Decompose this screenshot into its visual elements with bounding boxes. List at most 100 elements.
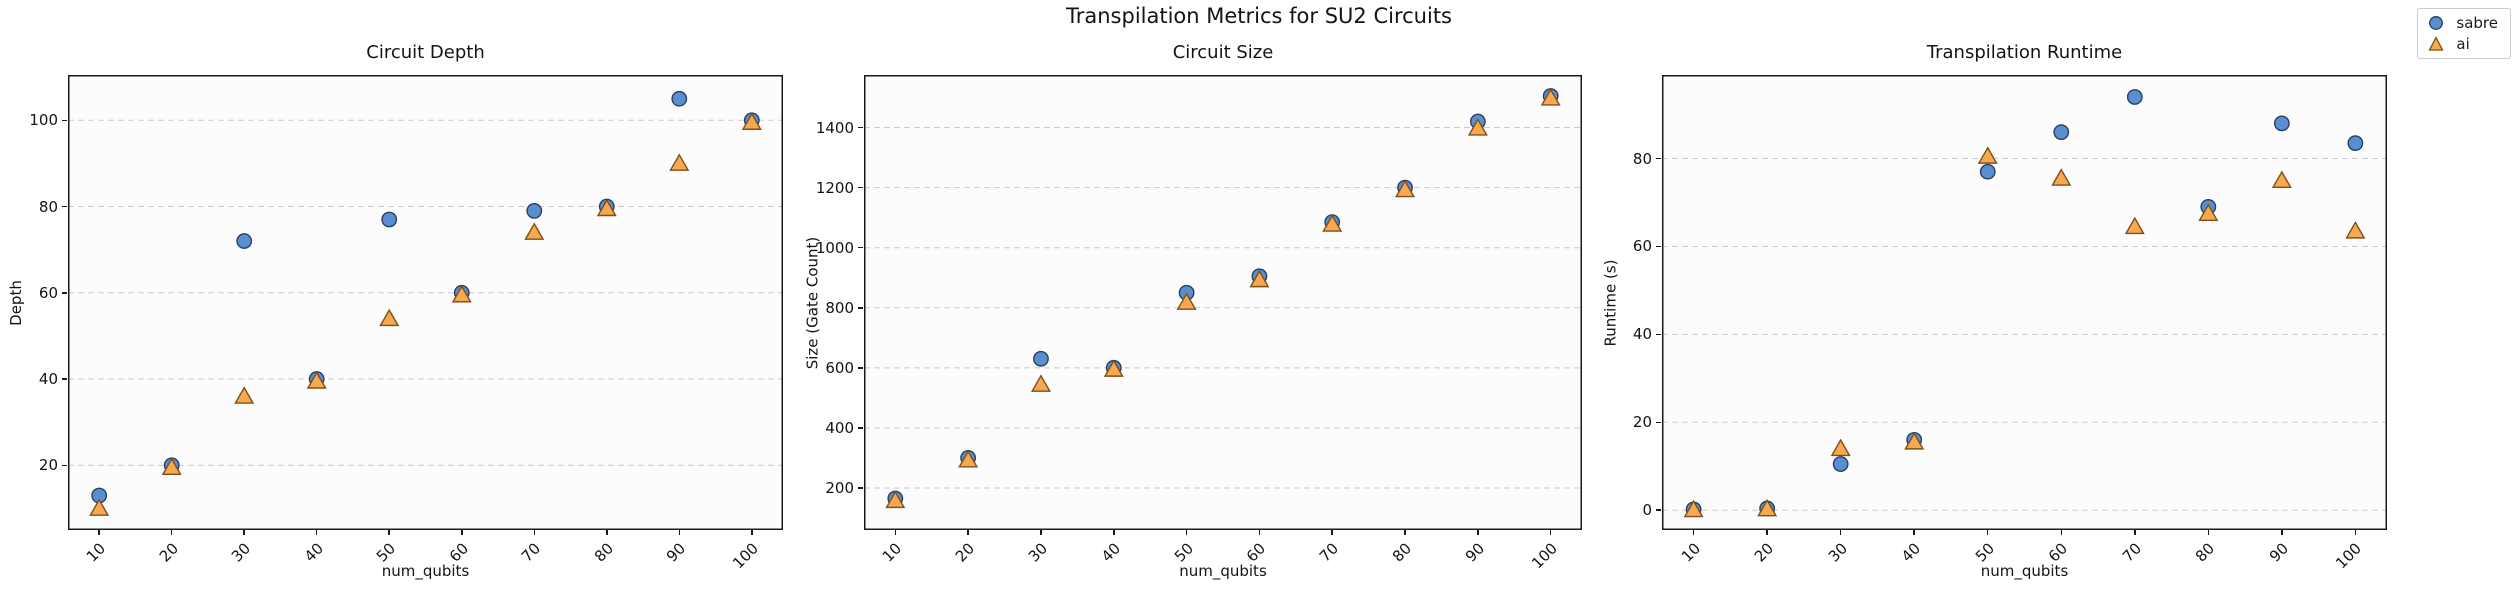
y-tick-label: 20 [1632,413,1652,432]
plot-background [864,75,1582,530]
x-tick-mark [1040,530,1042,535]
scatter-point-ai [2124,216,2145,235]
y-tick-label: 60 [38,283,58,302]
ai-triangle-marker-icon [2428,36,2444,51]
y-tick-mark [858,487,863,489]
x-tick-mark [1258,530,1261,535]
y-tick-mark [858,246,863,249]
scatter-point-sabre [2053,124,2070,141]
scatter-point-sabre [671,90,688,107]
figure-title: Transpilation Metrics for SU2 Circuits [1066,4,1452,28]
x-tick-mark [461,530,463,535]
scatter-point-ai [1103,359,1124,377]
scatter-point-ai [1322,214,1343,232]
scatter-point-ai [1540,88,1561,106]
x-tick-mark [1986,530,1989,535]
x-tick-mark [2354,530,2357,535]
plot-background [68,75,783,530]
x-tick-mark [1549,530,1552,535]
plot-area [68,75,783,530]
axes-border [68,75,783,530]
scatter-point-ai [2198,203,2219,221]
x-tick-mark [388,530,390,535]
y-tick-label: 0 [1642,501,1652,520]
y-tick-mark [62,464,67,467]
y-tick-label: 40 [38,370,58,389]
scatter-point-ai [2345,221,2366,239]
x-tick-mark [1185,530,1188,535]
x-tick-mark [98,530,100,535]
subplot-title: Transpilation Runtime [1926,42,2123,63]
y-tick-label: 200 [825,478,854,497]
x-tick-mark [894,530,897,535]
y-tick-mark [1656,421,1661,424]
y-axis-label: Runtime (s) [1601,259,1620,346]
legend-label-sabre: sabre [2456,14,2498,32]
y-tick-mark [62,378,67,380]
x-tick-mark [678,530,681,535]
scatter-point-ai [1395,179,1416,198]
scatter-point-ai [1757,498,1778,517]
x-axis-label: num_qubits [1980,562,2069,580]
y-tick-label: 60 [1632,237,1652,256]
scatter-point-ai [596,198,617,217]
y-tick-label: 80 [1632,149,1652,168]
y-tick-mark [858,427,863,429]
x-tick-mark [751,530,753,535]
subplot-circuit-size: Circuit Size Size (Gate Count) num_qubit… [803,42,1582,580]
scatter-point-ai [451,284,472,303]
scatter-point-ai [1249,269,1270,288]
y-tick-mark [62,292,67,294]
scatter-point-sabre [381,211,398,228]
y-tick-label: 600 [825,358,854,377]
y-tick-label: 40 [1632,325,1652,344]
scatter-point-ai [1030,374,1051,392]
scatter-point-sabre [2347,135,2364,152]
x-tick-mark [1113,530,1115,535]
y-tick-label: 1000 [815,238,854,257]
y-tick-label: 80 [38,197,58,216]
plot-area [1662,75,2387,530]
y-tick-mark [858,367,863,369]
x-tick-mark [1913,530,1915,535]
scatter-point-ai [1176,292,1197,310]
x-tick-mark [1477,530,1479,535]
x-tick-mark [2060,530,2062,535]
x-tick-mark [1404,530,1406,535]
y-tick-label: 1200 [815,178,854,197]
scatter-point-ai [1467,118,1488,136]
x-tick-mark [967,530,969,535]
y-tick-mark [1656,245,1661,248]
scatter-point-sabre [1832,456,1849,472]
axes-border [864,75,1582,530]
x-tick-mark [2207,530,2210,535]
y-tick-mark [858,126,863,129]
scatter-point-ai [1830,438,1851,457]
scatter-point-ai [1977,146,1998,164]
scatter-point-ai [1683,499,1704,518]
x-tick-mark [170,530,173,535]
x-tick-mark [1692,530,1695,535]
legend: sabre ai [2417,8,2511,59]
legend-item-ai: ai [2426,35,2498,53]
scatter-point-sabre [1979,163,1996,180]
y-tick-mark [62,205,67,208]
y-tick-mark [1656,157,1661,160]
scatter-point-ai [958,450,979,468]
scatter-point-ai [1904,432,1925,450]
scatter-point-ai [524,222,545,240]
scatter-point-ai [2271,170,2292,189]
scatter-point-sabre [2273,115,2290,132]
y-tick-label: 100 [29,111,58,130]
scatter-point-ai [306,371,327,389]
plot-area [864,75,1582,530]
y-tick-label: 1400 [815,118,854,137]
x-axis-label: num_qubits [381,562,470,580]
x-tick-mark [606,530,608,535]
y-tick-label: 800 [825,298,854,317]
scatter-point-ai [885,490,906,509]
y-tick-label: 400 [825,418,854,437]
y-tick-label: 20 [38,456,58,475]
y-tick-mark [62,119,67,122]
